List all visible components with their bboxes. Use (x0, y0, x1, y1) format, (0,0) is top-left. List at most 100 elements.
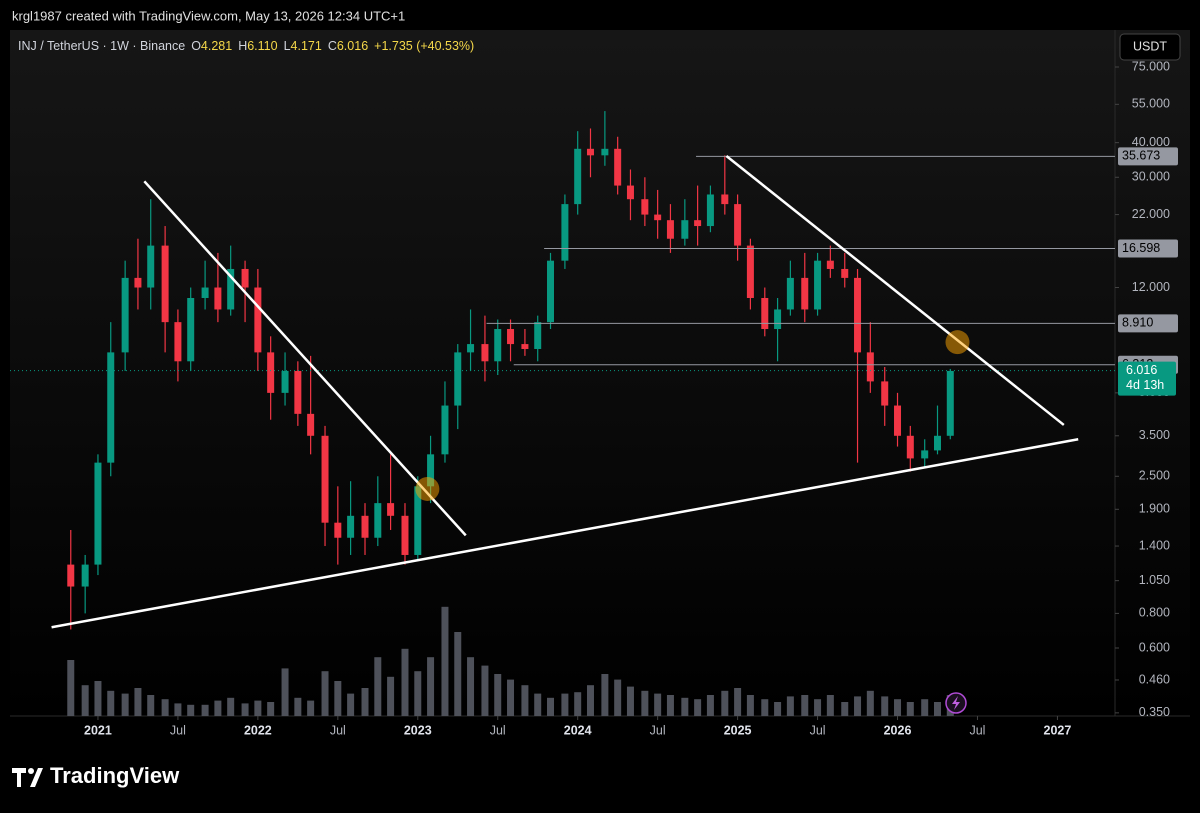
volume-bar (147, 695, 155, 716)
candle-body (734, 204, 742, 246)
candle-body (666, 220, 674, 239)
candle-body (121, 277, 129, 353)
candle-body (894, 405, 902, 436)
volume-bar (614, 679, 622, 716)
x-tick-label: Jul (969, 723, 985, 737)
candle-body (374, 503, 382, 538)
volume-bar (121, 693, 129, 716)
volume-bar (214, 700, 222, 716)
candle-body (347, 515, 355, 538)
candle-body (107, 352, 115, 463)
brand: TradingView (50, 763, 180, 788)
candle-body (67, 564, 75, 587)
c-label: C (328, 39, 337, 53)
volume-bar (706, 695, 714, 716)
chart-panel (10, 30, 1190, 716)
x-tick-label: 2026 (884, 723, 912, 737)
volume-bar (746, 695, 754, 716)
volume-bar (401, 648, 409, 716)
candle-body (801, 277, 809, 310)
volume-bar (734, 688, 742, 716)
volume-bar (94, 681, 102, 716)
candle-body (414, 486, 422, 555)
candle-body (574, 148, 582, 205)
candle-body (147, 245, 155, 288)
candle-body (161, 245, 169, 323)
candle-body (814, 260, 822, 310)
volume-bar (321, 671, 329, 716)
volume-bar (921, 699, 929, 716)
candle-body (467, 344, 475, 353)
credit: krgl1987 created with TradingView.com, M… (12, 8, 405, 23)
volume-bar (134, 688, 142, 716)
volume-bar (494, 674, 502, 716)
legend-text: INJ / TetherUS · 1W · Binance O4.281 H6.11… (18, 39, 474, 53)
candle-body (81, 564, 89, 587)
y-tick-label: 0.460 (1139, 672, 1170, 686)
volume-bar (681, 697, 689, 716)
candle-body (481, 344, 489, 362)
close: 6.016 (337, 39, 368, 53)
volume-bar (626, 686, 634, 716)
candle-body (746, 245, 754, 298)
volume-bar (187, 704, 195, 716)
candle-body (694, 220, 702, 227)
highlight (945, 330, 970, 355)
currency-button[interactable] (1119, 33, 1181, 61)
x-tick-label: 2025 (724, 723, 752, 737)
candle-body (921, 450, 929, 459)
open: 4.281 (201, 39, 232, 53)
volume-bar (227, 697, 235, 716)
candle-body (841, 268, 849, 278)
trendline (725, 155, 1065, 426)
volume-bar (254, 700, 262, 716)
volume-bar (534, 693, 542, 716)
volume-bar (427, 657, 435, 716)
y-tick-label: 0.350 (1139, 705, 1170, 719)
volume-bar (467, 657, 475, 716)
volume-bar (294, 697, 302, 716)
y-tick-label: 1.400 (1139, 538, 1170, 552)
candle-body (241, 268, 249, 288)
x-tick-label: 2027 (1044, 723, 1072, 737)
candle-body (774, 309, 782, 330)
volume-bar (414, 671, 422, 716)
candle-body (654, 214, 662, 221)
candle-body (214, 287, 222, 310)
candle-body (586, 148, 594, 156)
candle-body (881, 381, 889, 406)
volume-bar (347, 693, 355, 716)
candle-body (866, 352, 874, 382)
y-tick-label: 1.900 (1139, 502, 1170, 516)
y-tick-label: 3.500 (1139, 428, 1170, 442)
volume-bar (561, 693, 569, 716)
candle-body (387, 503, 395, 516)
plot-area (10, 111, 1115, 716)
candle-body (626, 185, 634, 200)
l-label: L (284, 39, 291, 53)
candle-body (534, 322, 542, 349)
volume-bar (387, 676, 395, 716)
alert-icon (945, 692, 967, 714)
volume-bar (814, 699, 822, 716)
candle-body (401, 515, 409, 555)
y-tick-label: 55.000 (1132, 97, 1170, 111)
y-tick-label: 12.000 (1132, 280, 1170, 294)
candle-body (174, 322, 182, 362)
level-label-box (1118, 147, 1178, 166)
candle-body (427, 454, 435, 487)
candle-body (281, 370, 289, 393)
y-tick-label: 1.050 (1139, 573, 1170, 587)
volume-bar (641, 690, 649, 716)
x-tick-label: Jul (490, 723, 506, 737)
volume-bar (666, 695, 674, 716)
candle-body (681, 220, 689, 239)
volume-bar (933, 702, 941, 716)
candle-body (494, 329, 502, 362)
candle-body (521, 344, 529, 349)
volume-bar (854, 696, 862, 716)
volume-bar (201, 704, 209, 716)
x-tick-label: Jul (810, 723, 826, 737)
